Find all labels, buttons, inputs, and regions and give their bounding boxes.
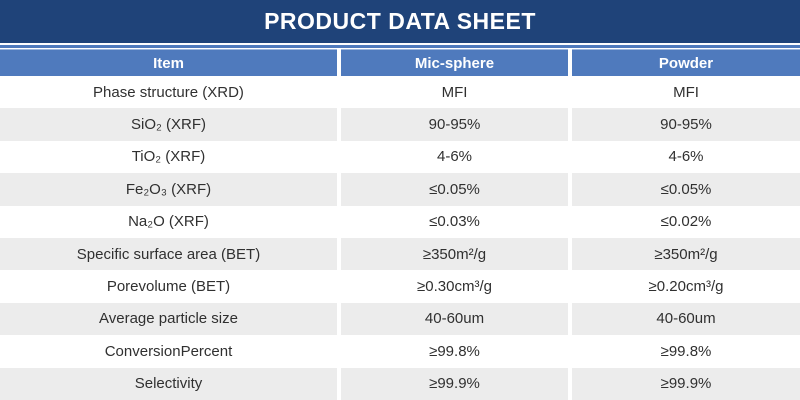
value-cell: ≤0.05% xyxy=(341,173,568,206)
value-cell: 40-60um xyxy=(572,302,800,336)
item-cell: Selectivity xyxy=(0,367,337,400)
column-header-item: Item xyxy=(0,49,337,76)
value-cell: 90-95% xyxy=(572,108,800,141)
table-row: Selectivity ≥99.9% ≥99.9% xyxy=(0,367,800,400)
item-cell: TiO₂ (XRF) xyxy=(131,148,206,166)
value-cell: 40-60um xyxy=(341,302,568,336)
item-cell: Phase structure (XRD) xyxy=(93,83,244,101)
value-cell: ≤0.02% xyxy=(660,213,712,231)
value-cell: ≥99.9% xyxy=(572,367,800,400)
value-cell: ≥99.9% xyxy=(341,367,568,400)
value-cell: 90-95% xyxy=(341,108,568,141)
value-cell: ≥0.20cm³/g xyxy=(648,278,724,296)
table-row: TiO₂ (XRF) 4-6% 4-6% xyxy=(0,140,800,174)
page-title: PRODUCT DATA SHEET xyxy=(264,8,536,34)
item-cell: Fe₂O₃ (XRF) xyxy=(0,173,337,206)
item-cell: ConversionPercent xyxy=(104,342,233,360)
table-row: Porevolume (BET) ≥0.30cm³/g ≥0.20cm³/g xyxy=(0,270,800,303)
item-cell: Average particle size xyxy=(0,302,337,336)
table-row: SiO₂ (XRF) 90-95% 90-95% xyxy=(0,108,800,141)
value-cell: ≤0.05% xyxy=(572,173,800,206)
item-cell: Specific surface area (BET) xyxy=(0,237,337,271)
item-cell: Na₂O (XRF) xyxy=(128,213,209,231)
value-cell: MFI xyxy=(673,83,699,101)
value-cell: ≥99.8% xyxy=(429,342,480,360)
banner-separator xyxy=(0,43,800,49)
value-cell: ≥350m²/g xyxy=(572,237,800,271)
value-cell: 4-6% xyxy=(436,148,473,166)
value-cell: MFI xyxy=(441,83,468,101)
table-row: Average particle size 40-60um 40-60um xyxy=(0,302,800,336)
separator-rule xyxy=(0,45,800,48)
value-cell: ≥99.8% xyxy=(660,342,712,360)
table-row: Specific surface area (BET) ≥350m²/g ≥35… xyxy=(0,237,800,271)
table-row: Phase structure (XRD) MFI MFI xyxy=(0,76,800,109)
title-banner: PRODUCT DATA SHEET xyxy=(0,0,800,43)
column-header-mic-sphere: Mic-sphere xyxy=(341,49,568,76)
table-row: Fe₂O₃ (XRF) ≤0.05% ≤0.05% xyxy=(0,173,800,206)
column-header-powder: Powder xyxy=(572,49,800,76)
table-row: ConversionPercent ≥99.8% ≥99.8% xyxy=(0,335,800,368)
value-cell: 4-6% xyxy=(668,148,704,166)
table-row: Na₂O (XRF) ≤0.03% ≤0.02% xyxy=(0,205,800,238)
value-cell: ≥0.30cm³/g xyxy=(417,278,492,296)
item-cell: Porevolume (BET) xyxy=(106,278,231,296)
product-table: Item Mic-sphere Powder Phase structure (… xyxy=(0,49,800,400)
table-header-row: Item Mic-sphere Powder xyxy=(0,49,800,76)
item-cell: SiO₂ (XRF) xyxy=(0,108,337,141)
value-cell: ≥350m²/g xyxy=(341,237,568,271)
value-cell: ≤0.03% xyxy=(429,213,480,231)
